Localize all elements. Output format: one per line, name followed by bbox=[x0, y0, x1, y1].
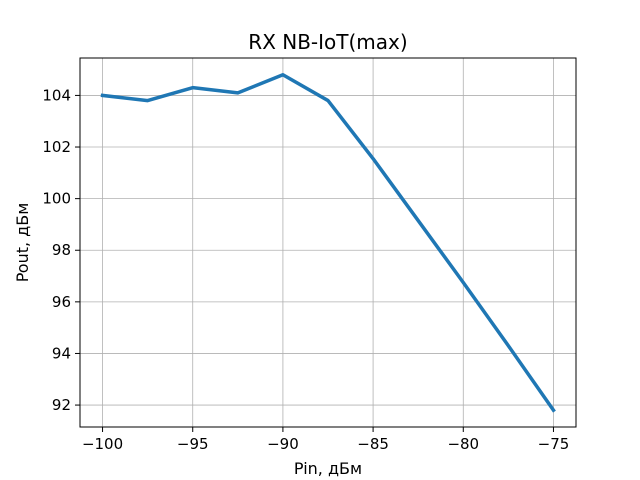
x-tick-label: −80 bbox=[447, 435, 479, 453]
y-axis-label: Pout, дБм bbox=[13, 203, 32, 283]
x-tick-label: −90 bbox=[267, 435, 299, 453]
x-tick-label: −75 bbox=[538, 435, 570, 453]
grid-layer bbox=[80, 58, 576, 427]
y-tick-label: 102 bbox=[42, 138, 71, 156]
y-tick-label: 100 bbox=[42, 190, 71, 208]
y-tick-label: 104 bbox=[42, 86, 71, 104]
x-tick-label: −100 bbox=[82, 435, 123, 453]
y-tick-label: 98 bbox=[52, 241, 71, 259]
x-axis-label: Pin, дБм bbox=[294, 459, 362, 478]
y-tick-label: 94 bbox=[52, 344, 71, 362]
x-tick-label: −85 bbox=[357, 435, 389, 453]
ticks-layer: −100 −95 −90 −85 −80 −75 92 94 96 98 100 102 104 bbox=[42, 86, 569, 453]
y-tick-label: 96 bbox=[52, 293, 71, 311]
plot-frame bbox=[79, 57, 577, 428]
chart-title: RX NB-IoT(max) bbox=[248, 30, 407, 54]
series-layer bbox=[100, 73, 556, 413]
x-tick-label: −95 bbox=[177, 435, 209, 453]
y-tick-label: 92 bbox=[52, 396, 71, 414]
series-line bbox=[100, 73, 556, 413]
